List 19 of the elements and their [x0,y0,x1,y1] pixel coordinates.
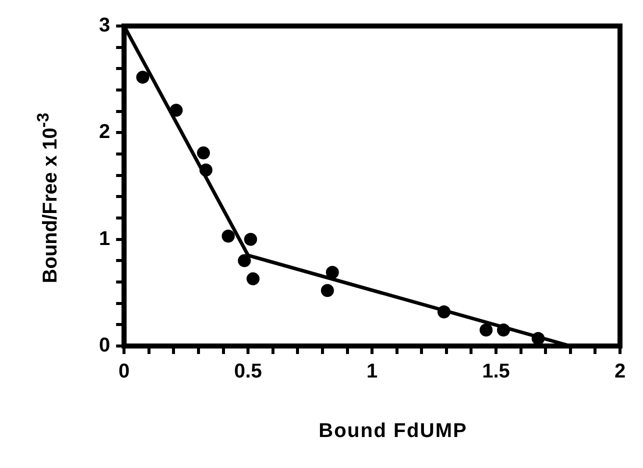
point [480,324,493,336]
point [244,232,258,246]
point [238,254,251,268]
y-tick-label: 3 [99,14,110,37]
point [326,266,339,279]
point [246,272,260,286]
x-tick-label: 1 [366,360,378,383]
y-tick-label: 0 [99,334,110,357]
x-tick-label: 2 [614,360,626,383]
x-axis-title: Bound FdUMP [318,420,468,443]
point [136,70,150,84]
point [320,284,334,298]
point [222,230,235,243]
x-tick-label: 0 [118,360,130,383]
x-tick-label: 0.5 [234,360,262,383]
y-tick-label: 2 [99,121,110,144]
y-tick-label: 1 [99,228,110,250]
x-tick-label: 1.5 [482,360,510,383]
point [196,146,210,160]
